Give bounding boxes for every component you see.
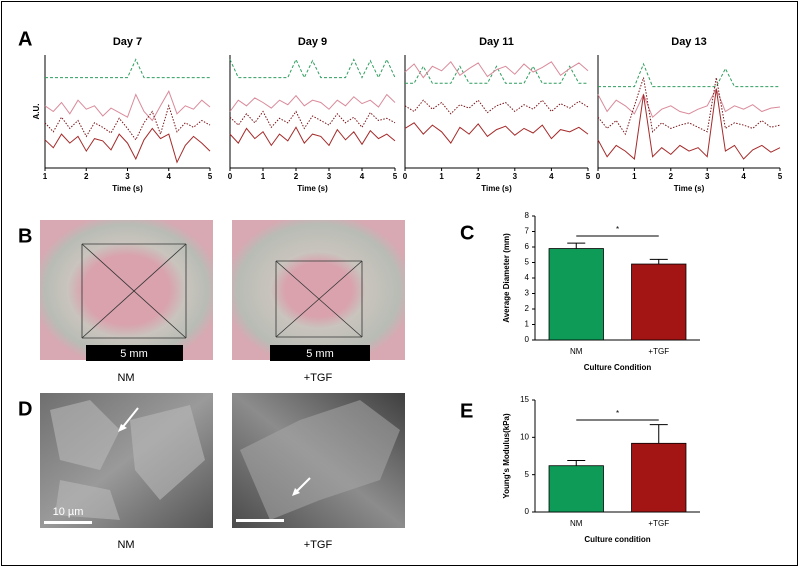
x-tick-label: 0 [403,172,408,181]
trace [44,104,211,141]
error-bar [567,459,586,466]
y-tick-label: 1 [525,320,530,329]
trace [598,62,780,88]
scale-bar-label: 10 µm [53,506,84,518]
x-tick-label: 5 [393,172,398,181]
trace [44,90,211,122]
x-axis-label: Time (s) [112,184,143,193]
y-tick-label: 0 [525,335,530,344]
y-tick-label: 8 [525,211,530,220]
x-tick-label: NM [570,519,583,528]
x-axis-label: Time (s) [297,184,328,193]
trace [404,99,589,115]
trace [229,93,396,112]
y-axis-label: A.U. [32,104,41,120]
y-tick-label: 7 [525,227,530,236]
x-axis-label: Culture Condition [584,363,652,372]
x-tick-label: 2 [669,172,674,181]
chart-title: Day 9 [298,36,327,48]
x-tick-label: 1 [43,172,48,181]
x-tick-label: 2 [84,172,89,181]
x-tick-label: 5 [586,172,591,181]
x-tick-label: 3 [705,172,710,181]
caption: NM [117,372,134,384]
x-tick-label: +TGF [648,347,669,356]
sem-nm [40,393,213,528]
trace [229,110,396,130]
caption: NM [117,539,134,551]
x-tick-label: 4 [549,172,554,181]
trace [229,126,396,147]
x-tick-label: 1 [261,172,266,181]
trace [404,122,589,144]
chart-title: Day 13 [671,36,706,48]
x-tick-label: 3 [125,172,130,181]
y-tick-label: 3 [525,289,530,298]
scale-bar-label: 5 mm [306,348,334,360]
bar [548,465,604,513]
x-tick-label: 1 [632,172,637,181]
x-tick-label: +TGF [648,519,669,528]
trace [229,58,396,79]
bar [631,263,687,341]
photo-tgf [232,220,405,361]
x-tick-label: 2 [476,172,481,181]
error-bar [567,242,586,249]
y-tick-label: 5 [525,258,530,267]
x-tick-label: 0 [228,172,233,181]
x-tick-label: 4 [167,172,172,181]
trace [44,127,211,164]
caption: +TGF [304,372,333,384]
panel-letter: D [18,398,32,420]
y-axis-label: Young's Modulus(kPa) [502,413,511,499]
bar [631,442,687,513]
x-tick-label: 1 [439,172,444,181]
x-tick-label: 4 [741,172,746,181]
x-tick-label: 5 [208,172,213,181]
x-axis-label: Time (s) [481,184,512,193]
y-tick-label: 10 [520,432,529,441]
x-tick-label: NM [570,347,583,356]
trace [45,58,210,79]
x-tick-label: 2 [294,172,299,181]
x-axis-label: Time (s) [674,184,705,193]
trace [597,87,781,119]
photo-nm [40,220,213,361]
y-tick-label: 4 [525,273,530,282]
panel-letter: C [460,222,474,244]
panel-letter: E [460,400,473,422]
x-axis-label: Culture condition [584,535,650,544]
trace [597,88,781,160]
x-tick-label: 3 [327,172,332,181]
x-tick-label: 3 [513,172,518,181]
y-tick-label: 2 [525,304,530,313]
trace [404,61,589,79]
error-bar [649,424,668,444]
panel-letter: A [18,28,32,50]
y-tick-label: 6 [525,242,530,251]
caption: +TGF [304,539,333,551]
bar [548,248,604,341]
y-tick-label: 5 [525,470,530,479]
significance: * [616,225,619,234]
x-tick-label: 5 [778,172,783,181]
trace [405,65,588,84]
x-tick-label: 0 [596,172,601,181]
chart-title: Day 11 [479,36,514,48]
chart-title: Day 7 [113,36,142,48]
x-tick-label: 4 [360,172,365,181]
error-bar [649,258,668,265]
significance: * [616,409,619,418]
panel-letter: B [18,225,32,247]
sem-tgf [232,393,405,528]
y-tick-label: 15 [520,395,529,404]
y-tick-label: 0 [525,507,530,516]
scale-bar-label: 5 mm [120,348,148,360]
y-axis-label: Average Diameter (mm) [502,233,511,323]
